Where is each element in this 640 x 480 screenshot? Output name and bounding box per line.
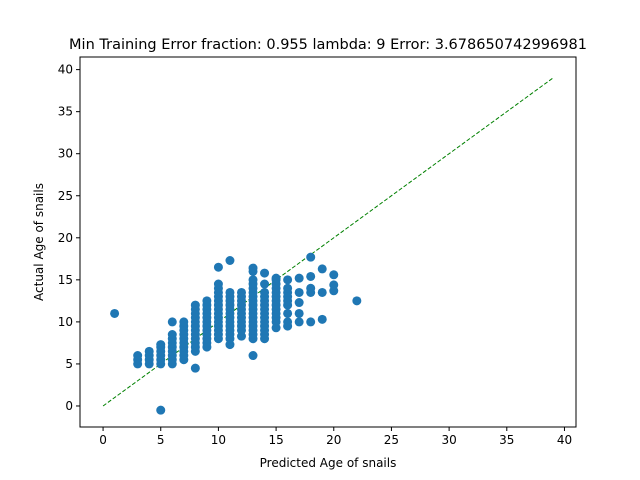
data-point [236,287,246,297]
data-point [329,270,339,280]
y-tick-label: 15 [58,273,73,287]
data-point [306,252,316,262]
data-point [260,287,270,297]
reference-line-layer [102,77,554,407]
data-point [179,317,189,327]
x-axis-label: Predicted Age of snails [260,456,397,470]
plot-frame [79,56,577,428]
data-point [306,283,316,293]
data-point [133,351,143,361]
data-point [317,314,327,324]
data-point [156,405,166,415]
x-tick-label: 40 [557,433,572,447]
data-point [294,273,304,283]
y-tick-label: 10 [58,315,73,329]
y-axis-ticks: 0 5 10 15 20 25 30 35 40 [58,63,80,413]
data-point [283,283,293,293]
data-point [294,298,304,308]
data-point [271,273,281,283]
data-point [144,346,154,356]
x-tick-label: 15 [268,433,283,447]
data-point [110,308,120,318]
data-point [294,308,304,318]
data-point [352,296,362,306]
x-tick-label: 0 [99,433,107,447]
data-point [248,275,258,285]
y-tick-label: 0 [65,399,73,413]
data-point [248,351,258,361]
y-tick-label: 35 [58,105,73,119]
data-point [294,317,304,327]
data-point [260,279,270,289]
y-axis-label: Actual Age of snails [32,183,46,301]
y-tick-label: 20 [58,231,73,245]
data-point [156,340,166,350]
data-point [306,271,316,281]
y-tick-label: 5 [65,357,73,371]
data-point [260,268,270,278]
data-point [283,308,293,318]
data-point [294,287,304,297]
data-point [202,296,212,306]
data-point [317,264,327,274]
reference-line [102,77,554,407]
x-tick-label: 25 [384,433,399,447]
data-point [283,275,293,285]
points-layer [110,252,362,415]
x-tick-label: 5 [157,433,165,447]
data-point [329,280,339,290]
x-tick-label: 35 [499,433,514,447]
data-point [225,287,235,297]
x-tick-label: 20 [326,433,341,447]
data-point [167,317,177,327]
data-point [283,317,293,327]
y-tick-label: 25 [58,189,73,203]
data-point [248,263,258,273]
data-point [213,279,223,289]
data-point [190,363,200,373]
data-point [213,262,223,272]
x-tick-label: 10 [211,433,226,447]
y-tick-label: 40 [58,63,73,77]
x-tick-label: 30 [441,433,456,447]
data-point [190,300,200,310]
x-axis-ticks: 0 5 10 15 20 25 30 35 40 [99,427,572,447]
data-point [306,317,316,327]
data-point [225,256,235,265]
data-point [317,287,327,297]
data-point [167,330,177,339]
chart-title: Min Training Error fraction: 0.955 lambd… [69,37,587,53]
y-tick-label: 30 [58,147,73,161]
